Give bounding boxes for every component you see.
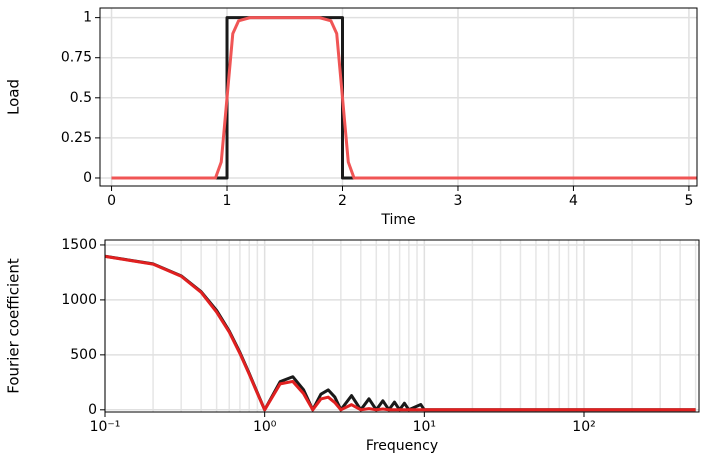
x-tick-label: 5 [684,193,693,209]
plot-area [105,240,699,412]
y-tick-label: 0.25 [61,130,92,146]
x-tick-label: 2 [338,193,347,209]
x-tick-label: 1 [223,193,232,209]
plot-frame [99,7,698,187]
x-tick-label: 0 [107,193,116,209]
plot-frame [104,239,700,413]
y-tick-label: 0 [83,170,92,186]
y-tick-label: 1 [83,10,92,26]
plot-area [100,8,697,186]
x-axis-label: Time [380,212,415,228]
y-tick-label: 0.75 [61,50,92,66]
x-tick-label: 10⁻¹ [90,419,121,435]
y-tick-label: 1500 [61,237,97,253]
x-tick-label: 10² [572,419,595,435]
y-axis-label: Fourier coefficient [5,258,23,394]
x-tick-label: 10⁰ [253,419,277,435]
x-tick-label: 10¹ [413,419,436,435]
x-tick-label: 3 [454,193,463,209]
y-tick-label: 1000 [61,292,97,308]
series-line [111,16,697,180]
series-line [104,254,696,412]
x-axis-label: Frequency [366,438,438,454]
x-tick-label: 4 [569,193,578,209]
y-axis-label: Load [5,79,23,115]
y-tick-label: 0.5 [70,90,92,106]
y-tick-label: 0 [88,402,97,418]
y-tick-label: 500 [70,347,97,363]
